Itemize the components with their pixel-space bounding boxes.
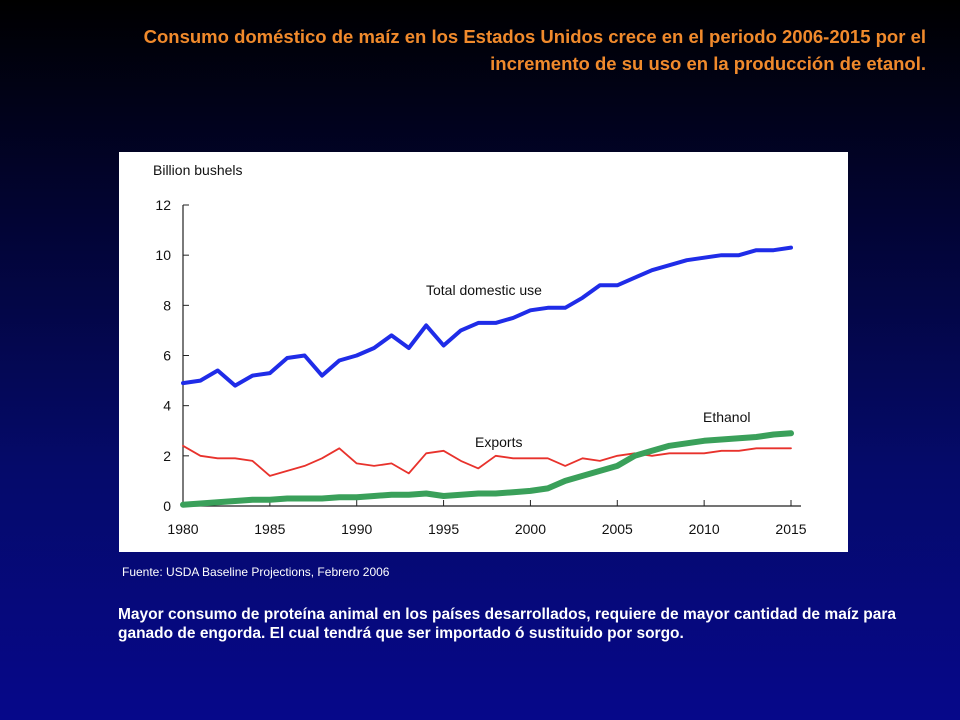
series-line-ethanol	[180, 430, 794, 508]
y-tick-label: 0	[163, 498, 171, 514]
x-tick-label: 1995	[428, 521, 459, 537]
slide-title: Consumo doméstico de maíz en los Estados…	[143, 26, 926, 74]
y-tick-label: 6	[163, 348, 171, 364]
chart-axes: 0 2 4 6 8 10 12 1980 1985 1990 1995 2000 2005 2010 201…	[155, 197, 806, 537]
x-tick-label: 2010	[689, 521, 720, 537]
series-label-ethanol: Ethanol	[703, 409, 750, 425]
x-tick-label: 1990	[341, 521, 372, 537]
series-label-exports: Exports	[475, 434, 522, 450]
y-tick-label: 8	[163, 297, 171, 313]
y-tick-label: 2	[163, 448, 171, 464]
y-tick-label: 10	[155, 247, 171, 263]
series-layer	[180, 245, 794, 508]
chart-panel: Billion bushels 0 2 4 6 8 10 12 1980 1985 1990 199…	[119, 152, 848, 552]
x-tick-label: 2000	[515, 521, 546, 537]
line-chart: Billion bushels 0 2 4 6 8 10 12 1980 1985 1990 199…	[153, 162, 807, 537]
x-tick-label: 2005	[602, 521, 633, 537]
y-tick-label: 4	[163, 398, 171, 414]
x-tick-label: 1980	[167, 521, 198, 537]
series-labels: Total domestic use Exports Ethanol	[426, 282, 750, 450]
source-note: Fuente: USDA Baseline Projections, Febre…	[122, 565, 390, 579]
x-tick-label: 2015	[775, 521, 806, 537]
y-tick-label: 12	[155, 197, 171, 213]
series-line-exports	[182, 444, 792, 477]
series-line-total-domestic-use	[181, 245, 793, 388]
series-label-total-domestic-use: Total domestic use	[426, 282, 542, 298]
x-tick-label: 1985	[254, 521, 285, 537]
y-axis-label: Billion bushels	[153, 162, 243, 178]
body-text: Mayor consumo de proteína animal en los …	[118, 606, 896, 642]
